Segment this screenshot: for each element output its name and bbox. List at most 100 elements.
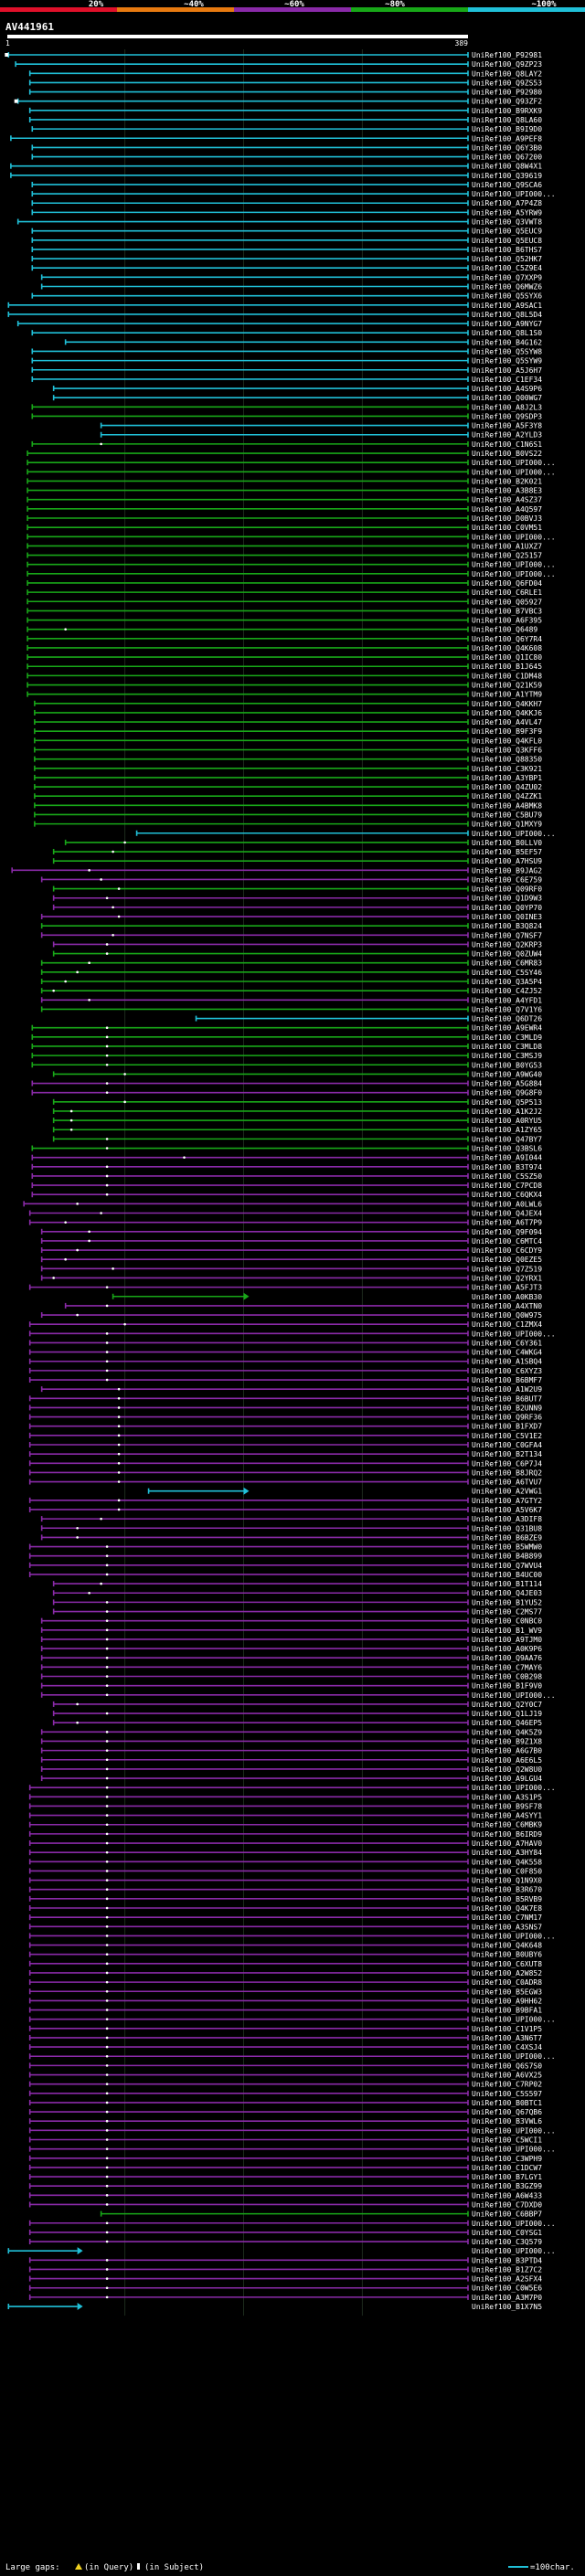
- hit-label[interactable]: UniRef100_A9HH62: [472, 1997, 542, 2005]
- hit-label[interactable]: UniRef100_C1ZMX4: [472, 1320, 542, 1329]
- hit-label[interactable]: UniRef100_B0LLV0: [472, 839, 542, 847]
- hit-row[interactable]: UniRef100_A0KB30: [112, 1292, 543, 1301]
- hit-label[interactable]: UniRef100_A6E6L5: [472, 1756, 542, 1765]
- hit-row[interactable]: UniRef100_A9SAC1: [7, 302, 542, 310]
- hit-label[interactable]: UniRef100_B7LGY1: [472, 2173, 542, 2181]
- hit-row[interactable]: UniRef100_Q1LJ19: [52, 1710, 543, 1718]
- hit-label[interactable]: UniRef100_UPI000...: [472, 533, 556, 541]
- hit-row[interactable]: UniRef100_B7VBC3: [27, 607, 542, 615]
- hit-label[interactable]: UniRef100_Q2W8U0: [472, 1765, 542, 1774]
- hit-label[interactable]: UniRef100_C6RLE1: [472, 588, 542, 597]
- hit-label[interactable]: UniRef100_P92981: [472, 51, 542, 59]
- hit-row[interactable]: UniRef100_A3YBP1: [34, 774, 542, 782]
- hit-label[interactable]: UniRef100_Q8L5D4: [472, 311, 542, 319]
- hit-label[interactable]: UniRef100_B3GZ99: [472, 2182, 542, 2190]
- hit-label[interactable]: UniRef100_A4SYY1: [472, 1812, 542, 1820]
- hit-row[interactable]: UniRef100_B6BZE9: [40, 1533, 543, 1542]
- hit-label[interactable]: UniRef100_B9SF78: [472, 1802, 542, 1810]
- hit-row[interactable]: UniRef100_Q52HK7: [31, 255, 542, 263]
- hit-label[interactable]: UniRef100_Q1D9W3: [472, 895, 542, 903]
- hit-row[interactable]: UniRef100_Q4K558: [28, 1858, 543, 1866]
- hit-row[interactable]: UniRef100_A1K2J2: [52, 1108, 543, 1116]
- hit-label[interactable]: UniRef100_A9LGU4: [472, 1775, 542, 1783]
- hit-label[interactable]: UniRef100_B1J645: [472, 663, 542, 671]
- hit-row[interactable]: UniRef100_Q6MWZ6: [40, 283, 543, 292]
- hit-label[interactable]: UniRef100_B3Q824: [472, 922, 542, 930]
- hit-label[interactable]: UniRef100_C3Q579: [472, 2238, 542, 2246]
- hit-row[interactable]: UniRef100_A6T7P9: [28, 1219, 543, 1227]
- hit-row[interactable]: UniRef100_C6XUT8: [28, 1960, 543, 1968]
- hit-row[interactable]: UniRef100_Q4KKJ6: [34, 709, 542, 717]
- hit-row[interactable]: UniRef100_C5SY46: [40, 969, 543, 977]
- hit-label[interactable]: UniRef100_B1T114: [472, 1580, 542, 1588]
- hit-row[interactable]: UniRef100_A4SYY1: [28, 1812, 543, 1820]
- hit-label[interactable]: UniRef100_B6IRD9: [472, 1830, 542, 1839]
- hit-label[interactable]: UniRef100_B2UNN9: [472, 1404, 542, 1412]
- hit-row[interactable]: UniRef100_B4UC00: [28, 1571, 543, 1579]
- hit-row[interactable]: UniRef100_A1ZY65: [52, 1126, 543, 1134]
- hit-row[interactable]: UniRef100_C3MSJ9: [31, 1052, 542, 1060]
- hit-row[interactable]: UniRef100_Q3VWT8: [16, 218, 543, 227]
- hit-label[interactable]: UniRef100_Q6Y3B0: [472, 143, 542, 152]
- hit-row[interactable]: UniRef100_UPI000...: [40, 1691, 556, 1700]
- hit-label[interactable]: UniRef100_UPI000...: [472, 1691, 556, 1700]
- hit-row[interactable]: UniRef100_A5G884: [31, 1080, 542, 1088]
- hit-label[interactable]: UniRef100_Q5P513: [472, 1098, 542, 1107]
- hit-label[interactable]: UniRef100_Q5EUC8: [472, 237, 542, 245]
- hit-label[interactable]: UniRef100_Q7Z519: [472, 1265, 542, 1273]
- hit-row[interactable]: UniRef100_A2SFX4: [28, 2275, 543, 2284]
- hit-label[interactable]: UniRef100_Q4JE03: [472, 1589, 542, 1597]
- hit-row[interactable]: UniRef100_C1DM48: [27, 672, 542, 680]
- hit-row[interactable]: UniRef100_Q67QB6: [28, 2108, 543, 2116]
- hit-row[interactable]: UniRef100_A3B8E3: [27, 487, 542, 495]
- hit-label[interactable]: UniRef100_A3S1P5: [472, 1793, 542, 1801]
- hit-label[interactable]: UniRef100_A0KB30: [472, 1293, 542, 1301]
- hit-label[interactable]: UniRef100_Q3KFF6: [472, 747, 542, 755]
- hit-row[interactable]: UniRef100_B2T134: [28, 1450, 543, 1458]
- hit-row[interactable]: UniRef100_A4XTN0: [64, 1302, 543, 1310]
- hit-row[interactable]: UniRef100_A6G7B0: [40, 1747, 543, 1755]
- hit-label[interactable]: UniRef100_Q46EP5: [472, 1719, 542, 1727]
- hit-row[interactable]: UniRef100_B3Q824: [40, 922, 543, 930]
- hit-row[interactable]: UniRef100_B1YU52: [52, 1598, 543, 1606]
- hit-label[interactable]: UniRef100_A4BMK8: [472, 801, 542, 810]
- hit-row[interactable]: UniRef100_B9F3F9: [34, 727, 542, 736]
- hit-label[interactable]: UniRef100_UPI000...: [472, 1932, 556, 1940]
- hit-label[interactable]: UniRef100_B1YU52: [472, 1598, 542, 1606]
- hit-row[interactable]: UniRef100_Q5SYW9: [31, 357, 542, 366]
- hit-row[interactable]: UniRef100_Q9ZP23: [15, 60, 542, 69]
- hit-row[interactable]: UniRef100_C6MTC4: [40, 1237, 543, 1246]
- hit-row[interactable]: UniRef100_Q21K59: [27, 682, 542, 690]
- hit-label[interactable]: UniRef100_Q05927: [472, 598, 542, 606]
- hit-row[interactable]: UniRef100_B5RVB9: [28, 1895, 543, 1903]
- hit-label[interactable]: UniRef100_UPI000...: [472, 570, 556, 578]
- hit-row[interactable]: UniRef100_B1T114: [52, 1580, 543, 1588]
- hit-row[interactable]: UniRef100_C6QKX4: [31, 1191, 542, 1199]
- hit-label[interactable]: UniRef100_Q1N9X0: [472, 1877, 542, 1885]
- hit-label[interactable]: UniRef100_B8JRQ2: [472, 1468, 542, 1477]
- hit-row[interactable]: UniRef100_A4S9P6: [52, 385, 543, 393]
- hit-label[interactable]: UniRef100_Q9RF36: [472, 1414, 542, 1422]
- hit-label[interactable]: UniRef100_C5Z9E4: [472, 264, 542, 272]
- hit-label[interactable]: UniRef100_Q9G8F0: [472, 1089, 542, 1097]
- hit-row[interactable]: UniRef100_UPI000...: [28, 1330, 556, 1338]
- hit-row[interactable]: UniRef100_UPI000...: [28, 2220, 556, 2228]
- hit-label[interactable]: UniRef100_C3K921: [472, 765, 542, 773]
- hit-label[interactable]: UniRef100_C0B298: [472, 1673, 542, 1681]
- hit-row[interactable]: UniRef100_A5FJT3: [28, 1284, 543, 1292]
- hit-row[interactable]: UniRef100_B5WMW0: [28, 1543, 543, 1552]
- hit-row[interactable]: UniRef100_Q9ZS53: [28, 79, 543, 87]
- hit-row[interactable]: UniRef100_A9TJM0: [40, 1636, 543, 1644]
- hit-label[interactable]: UniRef100_Q6MWZ6: [472, 283, 542, 292]
- hit-label[interactable]: UniRef100_A8J2L3: [472, 403, 542, 411]
- hit-label[interactable]: UniRef100_B5EGW3: [472, 1988, 542, 1996]
- hit-label[interactable]: UniRef100_A3M7P0: [472, 2294, 542, 2302]
- hit-row[interactable]: UniRef100_Q0EZE5: [40, 1256, 543, 1264]
- hit-label[interactable]: UniRef100_B5RVB9: [472, 1895, 542, 1903]
- hit-row[interactable]: UniRef100_C6CDY9: [40, 1246, 543, 1255]
- hit-row[interactable]: UniRef100_A9EWR4: [31, 1024, 542, 1033]
- hit-label[interactable]: UniRef100_C6P7J4: [472, 1459, 542, 1468]
- hit-row[interactable]: UniRef100_B1FXD7: [28, 1423, 543, 1431]
- hit-row[interactable]: UniRef100_C6E759: [40, 875, 543, 884]
- hit-row[interactable]: UniRef100_A2VWG1: [147, 1487, 543, 1496]
